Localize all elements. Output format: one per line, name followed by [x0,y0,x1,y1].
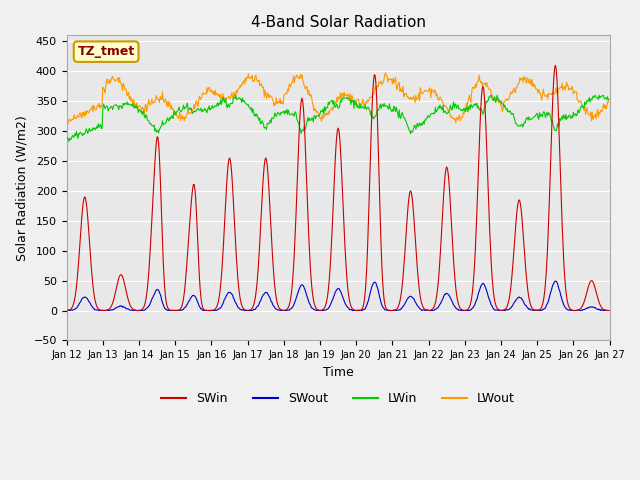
Text: TZ_tmet: TZ_tmet [77,45,135,58]
Title: 4-Band Solar Radiation: 4-Band Solar Radiation [251,15,426,30]
Y-axis label: Solar Radiation (W/m2): Solar Radiation (W/m2) [15,115,28,261]
X-axis label: Time: Time [323,366,353,379]
Legend: SWin, SWout, LWin, LWout: SWin, SWout, LWin, LWout [156,387,520,410]
